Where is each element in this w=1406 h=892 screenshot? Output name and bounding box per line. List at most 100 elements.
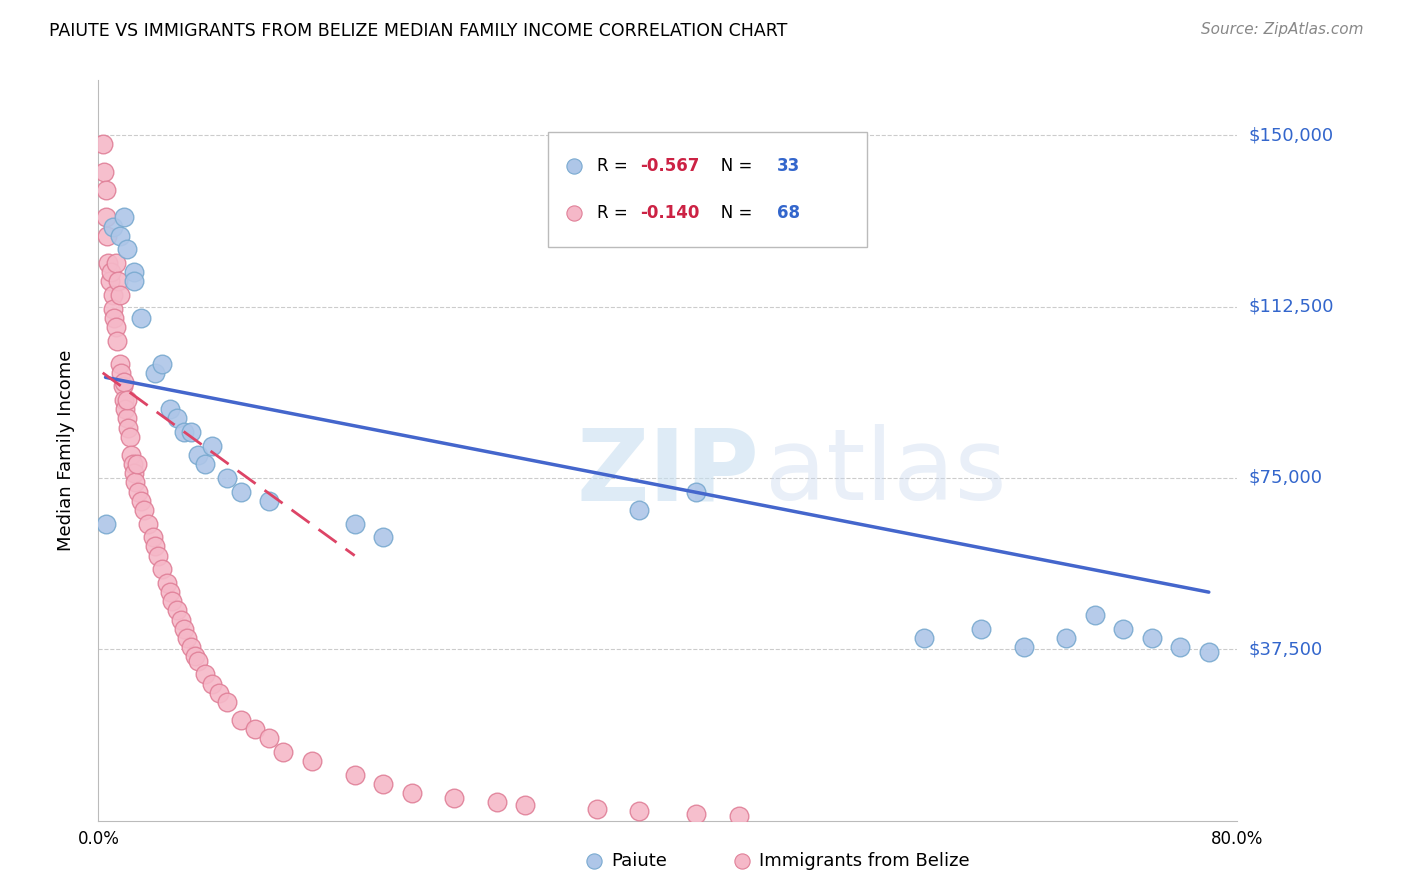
Point <box>166 603 188 617</box>
Point <box>96 228 118 243</box>
Point <box>115 411 138 425</box>
Point <box>152 357 174 371</box>
Point <box>229 484 252 499</box>
Point <box>94 211 117 225</box>
Point <box>115 393 138 408</box>
Text: $112,500: $112,500 <box>1249 298 1334 316</box>
Text: R =: R = <box>598 204 633 222</box>
Point <box>1170 640 1192 654</box>
Point <box>115 243 138 257</box>
Point <box>728 809 751 823</box>
Point <box>173 425 195 440</box>
Text: $37,500: $37,500 <box>1249 640 1323 658</box>
Point <box>259 731 281 746</box>
Point <box>162 594 184 608</box>
Point <box>628 503 651 517</box>
Point <box>118 430 141 444</box>
Point <box>682 814 704 828</box>
Point <box>685 484 707 499</box>
Point <box>187 654 209 668</box>
Text: -0.567: -0.567 <box>641 157 700 175</box>
Point <box>129 310 152 325</box>
Point <box>194 457 217 471</box>
Point <box>1056 631 1078 645</box>
Point <box>112 211 135 225</box>
Point <box>117 420 139 434</box>
Point <box>585 802 607 816</box>
Point <box>301 754 323 768</box>
Point <box>373 530 395 544</box>
Point <box>180 640 202 654</box>
Point <box>124 475 146 490</box>
Point <box>101 301 124 316</box>
Point <box>682 814 704 828</box>
Point <box>1198 644 1220 658</box>
Point <box>628 805 651 819</box>
Point <box>229 713 252 727</box>
Point <box>1112 622 1135 636</box>
Point <box>891 814 914 828</box>
Point <box>103 310 125 325</box>
Point <box>141 530 163 544</box>
Point <box>100 265 122 279</box>
Point <box>184 649 207 664</box>
Point <box>706 814 728 828</box>
Point <box>343 768 366 782</box>
Point <box>215 471 238 485</box>
Point <box>94 516 117 531</box>
Point <box>129 493 152 508</box>
Point <box>443 790 465 805</box>
Point <box>145 366 167 380</box>
FancyBboxPatch shape <box>548 132 868 247</box>
Point <box>98 274 121 288</box>
Text: 33: 33 <box>778 157 800 175</box>
Text: $150,000: $150,000 <box>1249 126 1333 145</box>
Text: N =: N = <box>706 157 758 175</box>
Point <box>120 448 142 462</box>
Text: atlas: atlas <box>765 425 1007 521</box>
Point <box>108 357 131 371</box>
Point <box>101 219 124 234</box>
Point <box>122 467 145 481</box>
Point <box>111 379 134 393</box>
Point <box>122 274 145 288</box>
Point <box>91 137 114 152</box>
Point <box>105 334 128 348</box>
Text: Immigrants from Belize: Immigrants from Belize <box>759 853 970 871</box>
Point <box>145 540 167 554</box>
Point <box>121 457 143 471</box>
Point <box>1012 640 1035 654</box>
Text: Paiute: Paiute <box>612 853 666 871</box>
Point <box>148 549 170 563</box>
Text: R =: R = <box>598 157 633 175</box>
Point <box>273 745 295 759</box>
Point <box>94 183 117 197</box>
Point <box>104 320 127 334</box>
Point <box>343 516 366 531</box>
Point <box>373 777 395 791</box>
Point <box>108 288 131 302</box>
Point <box>159 585 181 599</box>
Point <box>970 622 993 636</box>
Point <box>208 686 231 700</box>
Point <box>125 457 148 471</box>
Point <box>170 613 193 627</box>
Text: $75,000: $75,000 <box>1249 469 1323 487</box>
Point <box>112 375 135 389</box>
Point <box>1084 607 1107 622</box>
Point <box>159 402 181 417</box>
Text: -0.140: -0.140 <box>641 204 700 222</box>
Point <box>112 393 135 408</box>
Point <box>97 256 120 270</box>
Point <box>215 695 238 709</box>
Point <box>912 631 935 645</box>
Text: N =: N = <box>706 204 758 222</box>
Point <box>201 439 224 453</box>
Point <box>110 366 132 380</box>
Text: ZIP: ZIP <box>576 425 759 521</box>
Point <box>187 448 209 462</box>
Point <box>136 516 159 531</box>
Point <box>166 411 188 425</box>
Point <box>401 786 423 800</box>
Point <box>685 806 707 821</box>
